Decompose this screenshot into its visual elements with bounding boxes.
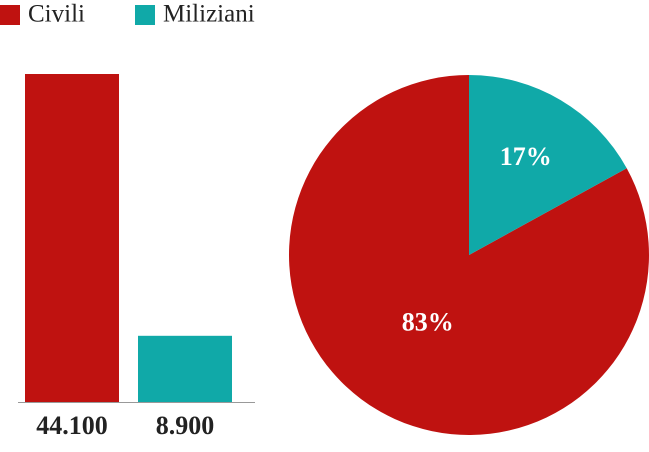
pie-slice [289, 75, 649, 435]
legend-label: Civili [28, 1, 85, 28]
bar [25, 74, 119, 402]
value-label: 8.900 [156, 411, 215, 440]
pie-slice [469, 75, 627, 255]
bar [138, 335, 232, 402]
legend-swatch [0, 5, 20, 25]
legend-swatch [135, 5, 155, 25]
legend-label: Miliziani [163, 1, 255, 28]
pie-label: 83% [402, 308, 454, 337]
pie-label: 17% [500, 142, 552, 171]
value-label: 44.100 [36, 411, 108, 440]
